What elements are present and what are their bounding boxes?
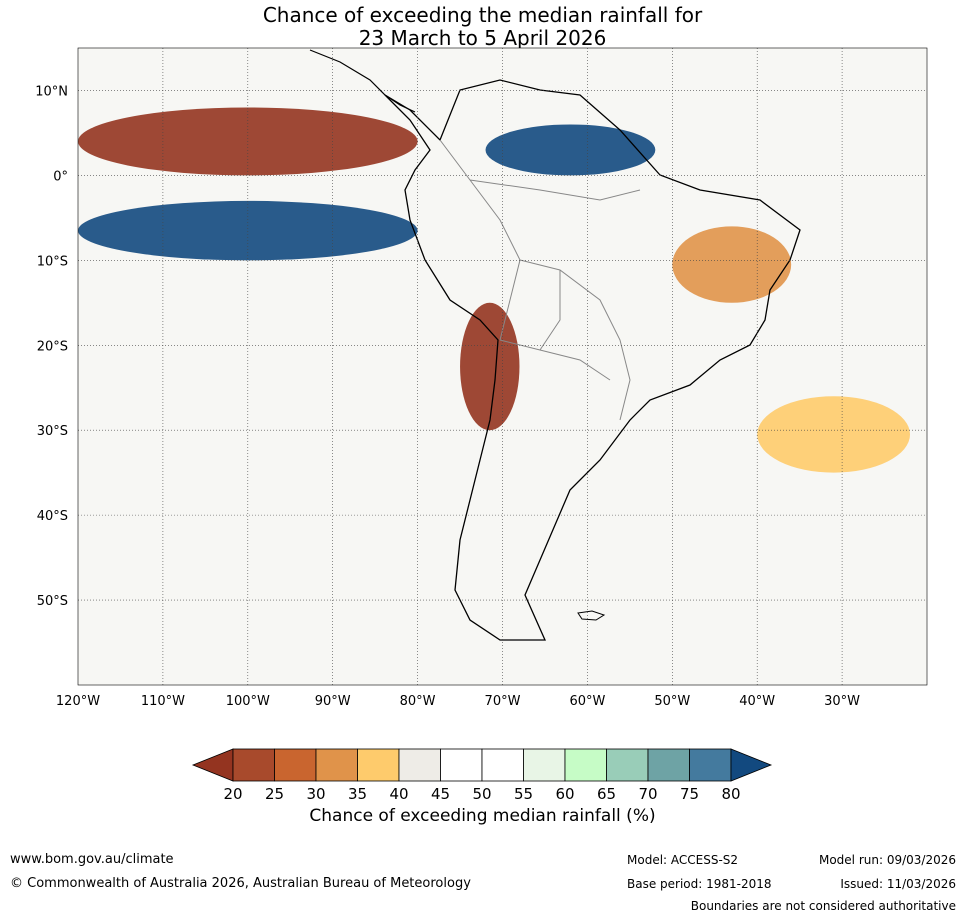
falkland-islands bbox=[577, 610, 606, 621]
longitude-label: 110°W bbox=[141, 694, 185, 709]
base-period: Base period: 1981-2018 bbox=[627, 877, 772, 891]
latitude-label: 10°S bbox=[37, 254, 68, 269]
issued-date: Issued: 11/03/2026 bbox=[840, 877, 956, 891]
latitude-label: 0° bbox=[53, 169, 68, 184]
anomaly-region-1 bbox=[78, 200, 418, 261]
latitude-labels: 10°N 0° 10°S 20°S 30°S 40°S 50°S bbox=[35, 84, 68, 609]
colorbar-segment-5 bbox=[440, 748, 483, 782]
colorbar-tick-label: 35 bbox=[348, 785, 367, 803]
longitude-label: 40°W bbox=[739, 694, 775, 709]
colorbar-title: Chance of exceeding median rainfall (%) bbox=[309, 806, 656, 826]
graticule bbox=[78, 48, 927, 685]
colorbar-segment-11 bbox=[689, 748, 732, 782]
colorbar-tick-label: 65 bbox=[597, 785, 616, 803]
anomaly-region-3 bbox=[672, 226, 792, 303]
colorbar-tick-label: 45 bbox=[431, 785, 450, 803]
longitude-label: 90°W bbox=[315, 694, 351, 709]
longitude-label: 30°W bbox=[824, 694, 860, 709]
website-link[interactable]: www.bom.gov.au/climate bbox=[10, 852, 174, 867]
title-line-2: 23 March to 5 April 2026 bbox=[358, 26, 607, 50]
model-name: Model: ACCESS-S2 bbox=[627, 853, 739, 867]
colorbar-under-arrow bbox=[191, 748, 234, 782]
latitude-label: 40°S bbox=[37, 509, 68, 524]
longitude-label: 60°W bbox=[569, 694, 605, 709]
longitude-label: 120°W bbox=[56, 694, 100, 709]
colorbar-tick-label: 40 bbox=[389, 785, 408, 803]
longitude-label: 70°W bbox=[485, 694, 521, 709]
colorbar-tick-label: 75 bbox=[680, 785, 699, 803]
colorbar-segment-7 bbox=[523, 748, 566, 782]
colorbar-tick-label: 60 bbox=[555, 785, 574, 803]
colorbar-segment-10 bbox=[647, 748, 690, 782]
rainfall-field bbox=[78, 48, 927, 685]
longitude-label: 100°W bbox=[226, 694, 270, 709]
central-america-coastline bbox=[309, 49, 416, 113]
colorbar-tick-label: 80 bbox=[721, 785, 740, 803]
title-line-1: Chance of exceeding the median rainfall … bbox=[262, 3, 703, 27]
latitude-label: 30°S bbox=[37, 424, 68, 439]
colorbar-segment-0 bbox=[232, 748, 275, 782]
colorbar-tick-label: 55 bbox=[514, 785, 533, 803]
colorbar-tick-label: 70 bbox=[638, 785, 657, 803]
longitude-label: 80°W bbox=[400, 694, 436, 709]
country-borders bbox=[439, 139, 641, 421]
colorbar-segment-4 bbox=[398, 748, 441, 782]
colorbar bbox=[191, 748, 773, 782]
colorbar-tick-label: 25 bbox=[265, 785, 284, 803]
colorbar-segment-6 bbox=[481, 748, 524, 782]
latitude-label: 20°S bbox=[37, 339, 68, 354]
model-run-date: Model run: 09/03/2026 bbox=[818, 853, 956, 867]
anomaly-region-5 bbox=[485, 124, 656, 176]
map-frame bbox=[77, 47, 928, 686]
colorbar-segment-9 bbox=[606, 748, 649, 782]
south-america-coastline bbox=[384, 79, 801, 641]
colorbar-tick-labels: 20 25 30 35 40 45 50 55 60 65 70 75 80 bbox=[223, 785, 740, 803]
longitude-labels: 120°W 110°W 100°W 90°W 80°W 70°W 60°W 50°W 40°W 3… bbox=[56, 694, 860, 709]
colorbar-tick-label: 20 bbox=[223, 785, 242, 803]
colorbar-over-arrow bbox=[730, 748, 773, 782]
colorbar-segment-3 bbox=[357, 748, 400, 782]
longitude-label: 50°W bbox=[654, 694, 690, 709]
anomaly-region-2 bbox=[460, 302, 520, 431]
colorbar-segment-2 bbox=[315, 748, 358, 782]
colorbar-segment-8 bbox=[564, 748, 607, 782]
map-title: Chance of exceeding the median rainfall … bbox=[0, 4, 965, 50]
boundaries-disclaimer: Boundaries are not considered authoritat… bbox=[690, 899, 956, 913]
colorbar-segment-1 bbox=[274, 748, 317, 782]
latitude-label: 10°N bbox=[35, 84, 68, 99]
copyright-notice: © Commonwealth of Australia 2026, Austra… bbox=[10, 876, 471, 891]
anomaly-region-4 bbox=[757, 396, 911, 473]
colorbar-tick-label: 30 bbox=[306, 785, 325, 803]
colorbar-tick-label: 50 bbox=[472, 785, 491, 803]
latitude-label: 50°S bbox=[37, 594, 68, 609]
